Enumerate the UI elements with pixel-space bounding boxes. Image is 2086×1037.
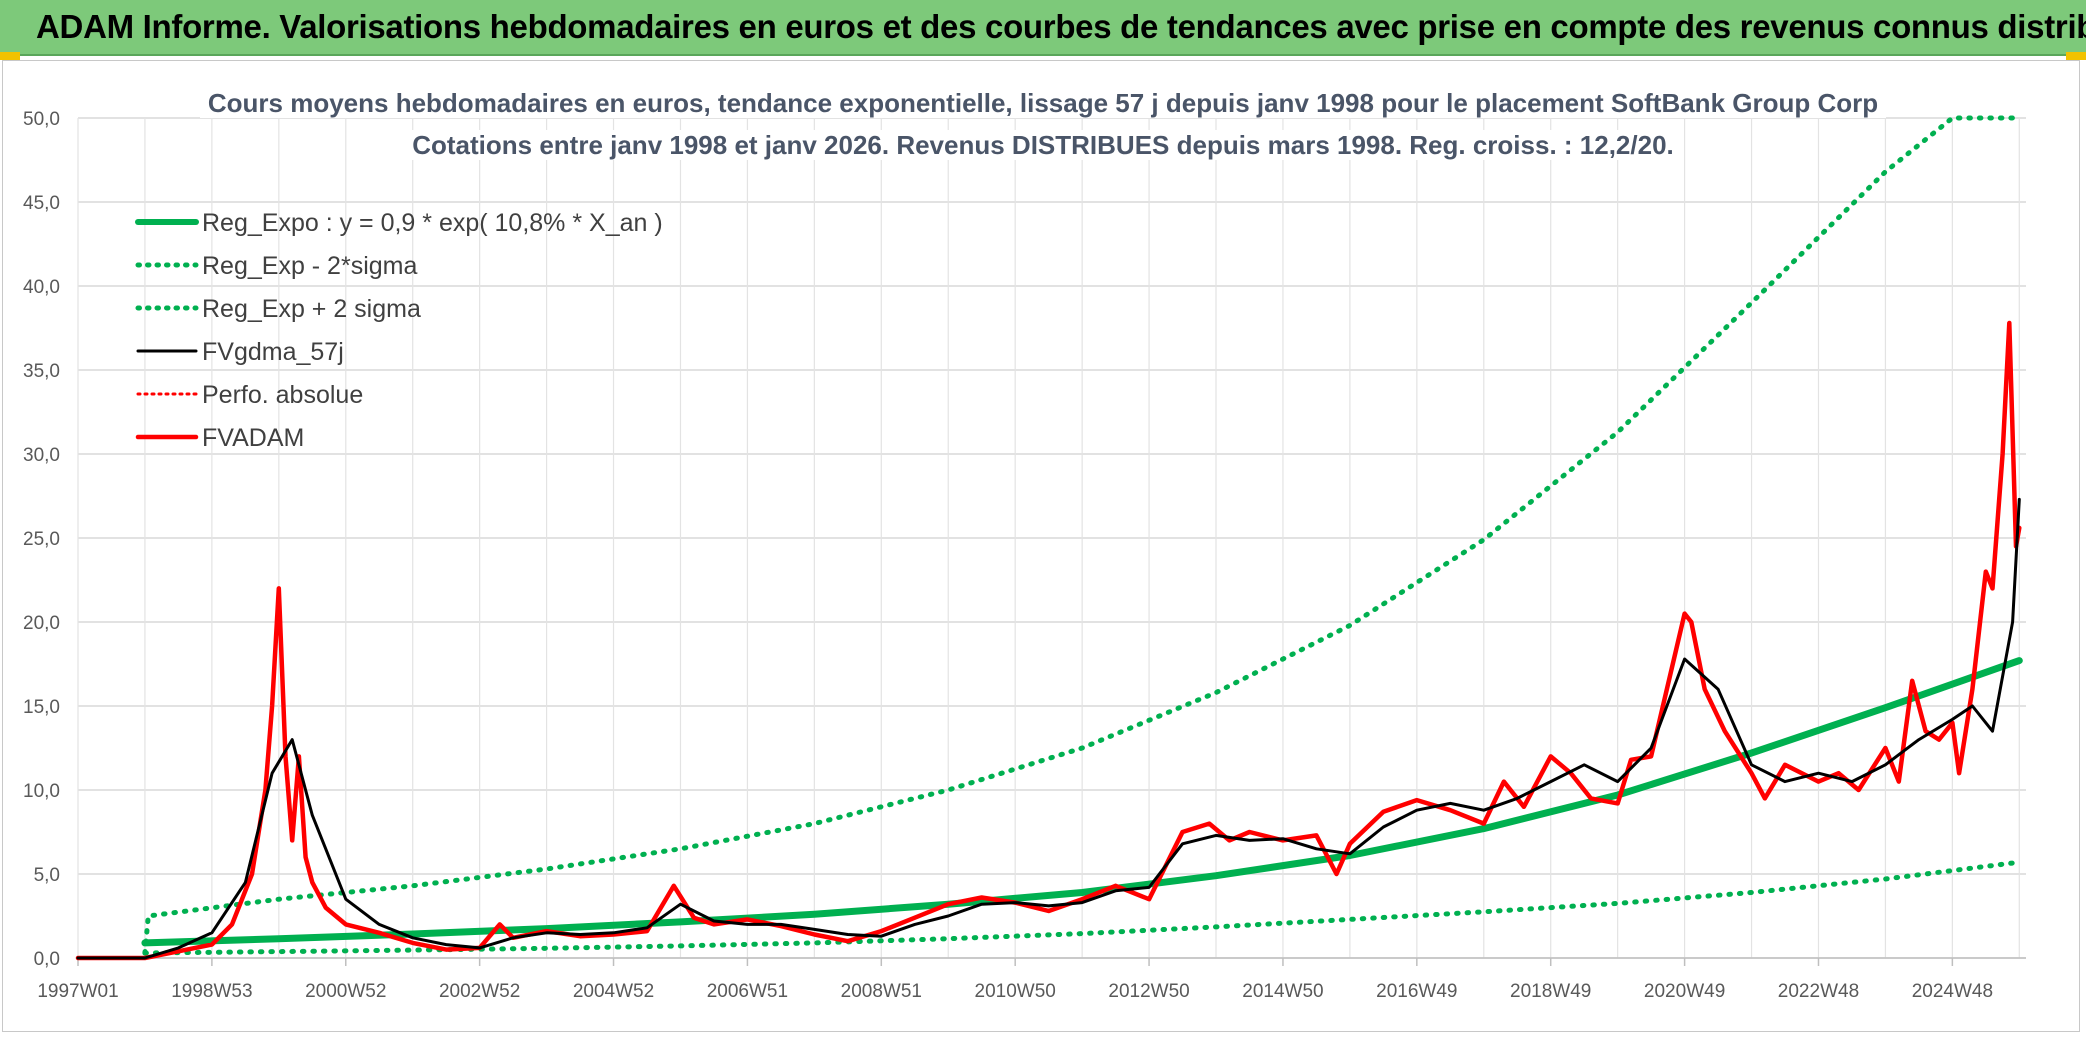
x-tick-label: 2012W50 — [1108, 981, 1189, 1002]
chart-title: Cours moyens hebdomadaires en euros, ten… — [0, 88, 2086, 119]
y-tick-label: 50,0 — [23, 109, 60, 130]
x-tick-label: 2002W52 — [439, 981, 520, 1002]
report-header: ADAM Informe. Valorisations hebdomadaire… — [0, 0, 2086, 56]
x-tick-label: 2024W48 — [1912, 981, 1993, 1002]
series-line-reg-exp-2-sigma — [142, 859, 2022, 956]
series-line-reg-expo-y-0-9-exp-10-8-x-an — [141, 657, 2023, 947]
corner-marker — [2066, 52, 2086, 60]
series-line-fvgdma-57j — [76, 497, 2021, 960]
y-tick-label: 35,0 — [23, 361, 60, 382]
y-tick-label: 25,0 — [23, 529, 60, 550]
x-tick-label: 1997W01 — [37, 981, 118, 1002]
legend-label: Perfo. absolue — [202, 381, 363, 409]
chart-subtitle: Cotations entre janv 1998 et janv 2026. … — [0, 130, 2086, 161]
y-tick-label: 45,0 — [23, 193, 60, 214]
y-tick-label: 30,0 — [23, 445, 60, 466]
chart-title-text: Cours moyens hebdomadaires en euros, ten… — [199, 88, 1887, 118]
y-tick-label: 5,0 — [34, 865, 60, 886]
x-axis: 1997W01 1998W53 2000W52 2002W52 2004W52 2006W… — [37, 957, 2026, 1002]
x-tick-label: 2016W49 — [1376, 981, 1457, 1002]
legend-label: FVADAM — [202, 424, 304, 452]
y-tick-label: 0,0 — [34, 949, 60, 970]
x-tick-label: 2008W51 — [841, 981, 922, 1002]
x-tick-label: 2004W52 — [573, 981, 654, 1002]
y-tick-label: 20,0 — [23, 613, 60, 634]
chart-legend: Reg_Expo : y = 0,9 * exp( 10,8% * X_an )… — [135, 209, 663, 452]
y-tick-label: 15,0 — [23, 697, 60, 718]
y-axis: 0,0 5,0 10,0 15,0 20,0 25,0 30,0 35,0 40,0 45,0 50… — [23, 109, 60, 970]
report-title: ADAM Informe. Valorisations hebdomadaire… — [36, 8, 2086, 45]
x-tick-label: 1998W53 — [171, 981, 252, 1002]
series-line-fvadam — [75, 320, 2022, 961]
chart-grid — [77, 117, 2026, 959]
chart-frame — [2, 60, 2080, 1032]
x-tick-label: 2014W50 — [1242, 981, 1323, 1002]
x-tick-label: 2018W49 — [1510, 981, 1591, 1002]
legend-label: Reg_Exp - 2*sigma — [202, 252, 417, 280]
y-tick-label: 10,0 — [23, 781, 60, 802]
y-tick-label: 40,0 — [23, 277, 60, 298]
x-tick-label: 2000W52 — [305, 981, 386, 1002]
x-tick-label: 2006W51 — [707, 981, 788, 1002]
chart-subtitle-text: Cotations entre janv 1998 et janv 2026. … — [404, 130, 1682, 160]
x-tick-label: 2020W49 — [1644, 981, 1725, 1002]
legend-label: Reg_Exp + 2 sigma — [202, 295, 421, 323]
x-tick-label: 2022W48 — [1778, 981, 1859, 1002]
chart-lines — [75, 115, 2023, 961]
legend-label: Reg_Expo : y = 0,9 * exp( 10,8% * X_an ) — [202, 209, 663, 237]
corner-marker — [0, 52, 20, 60]
x-tick-label: 2010W50 — [975, 981, 1056, 1002]
legend-label: FVgdma_57j — [202, 338, 344, 366]
series-line-reg-exp-2-sigma — [142, 115, 2022, 956]
